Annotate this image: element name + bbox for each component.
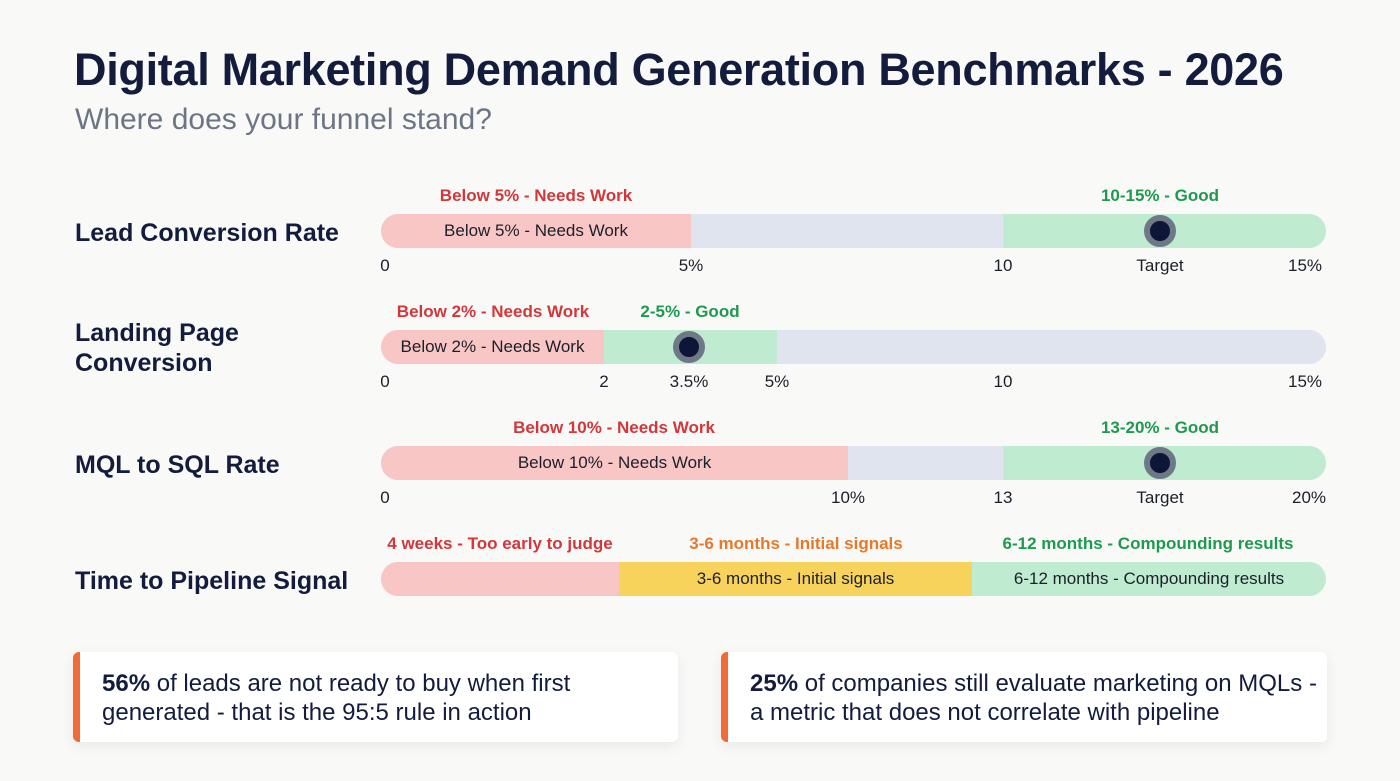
band-label-red: 4 weeks - Too early to judge bbox=[387, 534, 613, 553]
bar-segment-gray bbox=[777, 330, 1326, 364]
band-label-green: 13-20% - Good bbox=[1100, 418, 1220, 437]
axis-tick-label: 10 bbox=[993, 372, 1013, 391]
callout-stat: 56% bbox=[102, 670, 151, 697]
axis-tick-label: 2 bbox=[599, 372, 609, 391]
axis-tick-label: 10% bbox=[830, 488, 866, 507]
band-label-red: Below 5% - Needs Work bbox=[439, 186, 633, 205]
bar-segment-red: Below 10% - Needs Work bbox=[381, 446, 848, 480]
page-subtitle: Where does your funnel stand? bbox=[75, 103, 492, 136]
axis-tick-label: Target bbox=[1136, 488, 1184, 507]
callout-text: of leads are not ready to buy when first… bbox=[102, 670, 571, 726]
band-label-green: 6-12 months - Compounding results bbox=[1002, 534, 1294, 553]
target-marker bbox=[1144, 215, 1176, 247]
band-label-red: Below 10% - Needs Work bbox=[513, 418, 715, 437]
band-label-red: Below 2% - Needs Work bbox=[396, 302, 590, 321]
page-title: Digital Marketing Demand Generation Benc… bbox=[74, 44, 1284, 95]
bar-segment-gray bbox=[848, 446, 1003, 480]
row-label: MQL to SQL Rate bbox=[75, 451, 280, 479]
bar-segment-red bbox=[381, 562, 619, 596]
axis-tick-label: Target bbox=[1136, 256, 1184, 275]
row-label: Time to Pipeline Signal bbox=[75, 567, 349, 595]
axis-tick-label: 0 bbox=[380, 256, 390, 275]
callout-card-mql: 25% of companies still evaluate marketin… bbox=[721, 652, 1327, 742]
callout-card-leads: 56% of leads are not ready to buy when f… bbox=[73, 652, 678, 742]
axis-tick-label: 15% bbox=[1287, 372, 1323, 391]
axis-tick-label: 0 bbox=[380, 488, 390, 507]
benchmark-bar: Below 10% - Needs Work bbox=[381, 446, 1326, 480]
axis-tick-label: 5% bbox=[764, 372, 790, 391]
benchmark-bar: Below 5% - Needs Work bbox=[381, 214, 1326, 248]
band-label-green: 10-15% - Good bbox=[1100, 186, 1220, 205]
axis-tick-label: 13 bbox=[993, 488, 1013, 507]
bar-segment-gray bbox=[691, 214, 1003, 248]
axis-tick-label: 0 bbox=[380, 372, 390, 391]
band-label-orange: 3-6 months - Initial signals bbox=[689, 534, 903, 553]
axis-tick-label: 20% bbox=[1291, 488, 1327, 507]
bar-segment-yellow: 3-6 months - Initial signals bbox=[619, 562, 972, 596]
bar-segment-green: 6-12 months - Compounding results bbox=[972, 562, 1326, 596]
bar-segment-red: Below 2% - Needs Work bbox=[381, 330, 604, 364]
row-label: Landing Page Conversion bbox=[75, 319, 239, 377]
row-label: Lead Conversion Rate bbox=[75, 219, 339, 247]
benchmark-bar: 3-6 months - Initial signals 6-12 months … bbox=[381, 562, 1326, 596]
axis-tick-label: 15% bbox=[1287, 256, 1323, 275]
axis-tick-label: 10 bbox=[993, 256, 1013, 275]
target-marker bbox=[1144, 447, 1176, 479]
band-label-green: 2-5% - Good bbox=[640, 302, 740, 321]
benchmark-bar: Below 2% - Needs Work bbox=[381, 330, 1326, 364]
callout-stat: 25% bbox=[750, 670, 799, 697]
target-marker bbox=[673, 331, 705, 363]
bar-segment-red: Below 5% - Needs Work bbox=[381, 214, 691, 248]
axis-tick-label: 3.5% bbox=[669, 372, 709, 391]
axis-tick-label: 5% bbox=[678, 256, 704, 275]
callout-text: of companies still evaluate marketing on… bbox=[750, 670, 1317, 726]
